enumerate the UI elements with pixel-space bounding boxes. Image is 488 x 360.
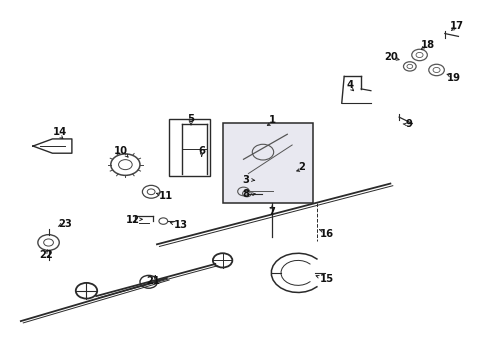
- Text: 18: 18: [420, 40, 434, 50]
- Text: 21: 21: [146, 276, 160, 286]
- Text: 19: 19: [446, 73, 460, 83]
- Text: 15: 15: [320, 274, 333, 284]
- Text: 4: 4: [346, 80, 353, 90]
- Text: 23: 23: [59, 219, 72, 229]
- Bar: [222, 123, 312, 203]
- Text: 13: 13: [173, 220, 187, 230]
- Text: 6: 6: [198, 146, 205, 156]
- Text: 22: 22: [39, 250, 53, 260]
- Text: 12: 12: [125, 215, 140, 225]
- Text: 2: 2: [298, 162, 305, 172]
- Text: 14: 14: [53, 127, 67, 138]
- Text: 11: 11: [158, 191, 172, 201]
- Text: 3: 3: [242, 175, 248, 185]
- Text: 7: 7: [268, 207, 275, 217]
- Text: 8: 8: [242, 189, 249, 199]
- Bar: [169, 119, 210, 176]
- Text: 16: 16: [320, 229, 333, 239]
- Text: 9: 9: [405, 119, 411, 129]
- Text: 17: 17: [449, 21, 463, 31]
- Text: 10: 10: [113, 146, 127, 156]
- Text: 1: 1: [268, 115, 275, 125]
- Text: 20: 20: [384, 52, 397, 62]
- Text: 5: 5: [187, 113, 194, 123]
